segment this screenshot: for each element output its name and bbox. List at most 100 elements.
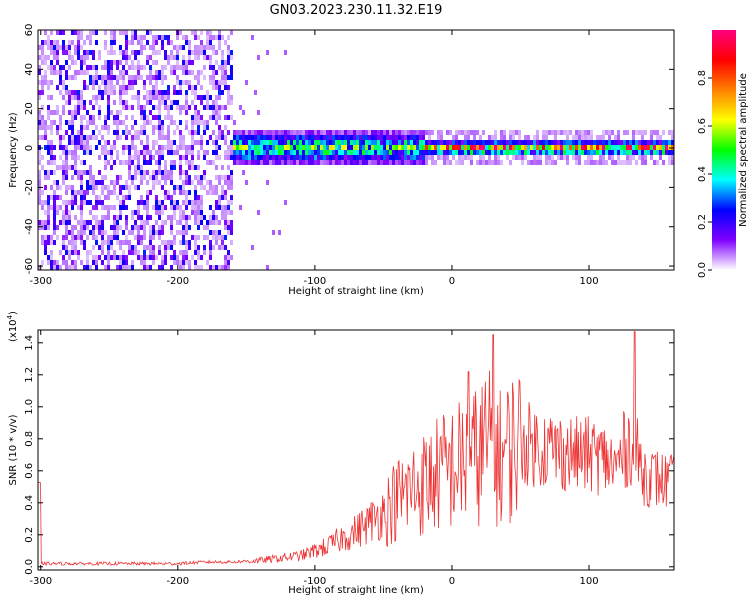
spectrogram-cell	[356, 130, 359, 135]
spectrogram-cell	[605, 160, 608, 165]
spectrogram-cell	[572, 140, 575, 145]
spectrogram-cell	[74, 70, 77, 75]
snr-y-ticks: 0.00.20.40.60.81.01.21.4	[24, 335, 674, 575]
spectrogram-cell	[656, 135, 659, 140]
spectrogram-cell	[116, 135, 119, 140]
spectrogram-cell	[134, 220, 137, 225]
spectrogram-cell	[395, 145, 398, 150]
spectrogram-cell	[302, 160, 305, 165]
snr-y-tick-label: 1.4	[24, 335, 35, 351]
spectrogram-cell	[86, 180, 89, 185]
spectrogram-cell	[227, 260, 230, 265]
spectrogram-cell	[224, 265, 227, 270]
spectrogram-cell	[110, 45, 113, 50]
spectrogram-cell	[338, 135, 341, 140]
spectrogram-cell	[164, 180, 167, 185]
spectrogram-cell	[89, 35, 92, 40]
spectrogram-cell	[119, 260, 122, 265]
spectrogram-cell	[443, 145, 446, 150]
spectrogram-y-tick-label: -20	[24, 179, 35, 195]
spectrogram-cell	[170, 240, 173, 245]
spectrogram-cell	[53, 50, 56, 55]
spectrogram-cell	[179, 215, 182, 220]
spectrogram-cell	[146, 135, 149, 140]
spectrogram-cell	[155, 75, 158, 80]
spectrogram-cell	[62, 65, 65, 70]
spectrogram-cell	[257, 210, 260, 215]
spectrogram-cell	[368, 130, 371, 135]
spectrogram-cell	[134, 135, 137, 140]
spectrogram-cell	[551, 155, 554, 160]
spectrogram-cell	[299, 130, 302, 135]
snr-series-line	[37, 331, 675, 567]
spectrogram-cell	[41, 260, 44, 265]
spectrogram-cell	[128, 190, 131, 195]
spectrogram-cell	[188, 165, 191, 170]
spectrogram-cell	[368, 160, 371, 165]
spectrogram-cell	[50, 95, 53, 100]
spectrogram-cell	[671, 130, 674, 135]
spectrogram-cell	[608, 155, 611, 160]
spectrogram-cell	[170, 200, 173, 205]
spectrogram-cell	[296, 135, 299, 140]
spectrogram-cell	[149, 240, 152, 245]
spectrogram-cell	[155, 200, 158, 205]
spectrogram-cell	[356, 155, 359, 160]
spectrogram-cell	[86, 85, 89, 90]
spectrogram-cell	[71, 115, 74, 120]
spectrogram-cell	[434, 150, 437, 155]
spectrogram-cell	[131, 145, 134, 150]
spectrogram-cell	[266, 180, 269, 185]
spectrogram-cell	[149, 100, 152, 105]
spectrogram-cell	[98, 55, 101, 60]
spectrogram-cell	[86, 185, 89, 190]
spectrogram-cell	[53, 230, 56, 235]
spectrogram-cell	[260, 160, 263, 165]
spectrogram-cell	[107, 85, 110, 90]
spectrogram-cell	[653, 150, 656, 155]
spectrogram-cell	[65, 205, 68, 210]
spectrogram-cell	[428, 150, 431, 155]
spectrogram-cell	[215, 140, 218, 145]
spectrogram-cell	[125, 35, 128, 40]
spectrogram-cell	[227, 155, 230, 160]
spectrogram-cell	[137, 165, 140, 170]
spectrogram-cell	[215, 110, 218, 115]
spectrogram-cell	[125, 240, 128, 245]
spectrogram-cell	[362, 140, 365, 145]
spectrogram-cell	[149, 245, 152, 250]
spectrogram-cell	[155, 115, 158, 120]
spectrogram-cell	[164, 165, 167, 170]
spectrogram-cell	[98, 115, 101, 120]
spectrogram-cell	[104, 240, 107, 245]
spectrogram-cell	[284, 160, 287, 165]
spectrogram-cell	[65, 200, 68, 205]
spectrogram-cell	[149, 120, 152, 125]
spectrogram-cell	[158, 215, 161, 220]
spectrogram-cell	[557, 140, 560, 145]
spectrogram-cell	[311, 155, 314, 160]
spectrogram-cell	[179, 190, 182, 195]
spectrogram-cell	[188, 240, 191, 245]
spectrogram-cell	[143, 125, 146, 130]
spectrogram-cell	[176, 50, 179, 55]
spectrogram-cell	[206, 125, 209, 130]
spectrogram-cell	[521, 145, 524, 150]
spectrogram-cell	[83, 50, 86, 55]
spectrogram-cell	[83, 140, 86, 145]
spectrogram-cell	[548, 160, 551, 165]
spectrogram-cell	[380, 135, 383, 140]
spectrogram-cell	[71, 240, 74, 245]
spectrogram-cell	[218, 105, 221, 110]
spectrogram-cell	[221, 90, 224, 95]
spectrogram-cell	[50, 50, 53, 55]
spectrogram-cell	[182, 225, 185, 230]
spectrogram-cell	[188, 40, 191, 45]
spectrogram-cell	[155, 150, 158, 155]
spectrogram-cell	[185, 155, 188, 160]
spectrogram-cell	[470, 140, 473, 145]
spectrogram-cell	[50, 65, 53, 70]
spectrogram-cell	[566, 140, 569, 145]
spectrogram-cell	[41, 50, 44, 55]
spectrogram-cell	[227, 45, 230, 50]
